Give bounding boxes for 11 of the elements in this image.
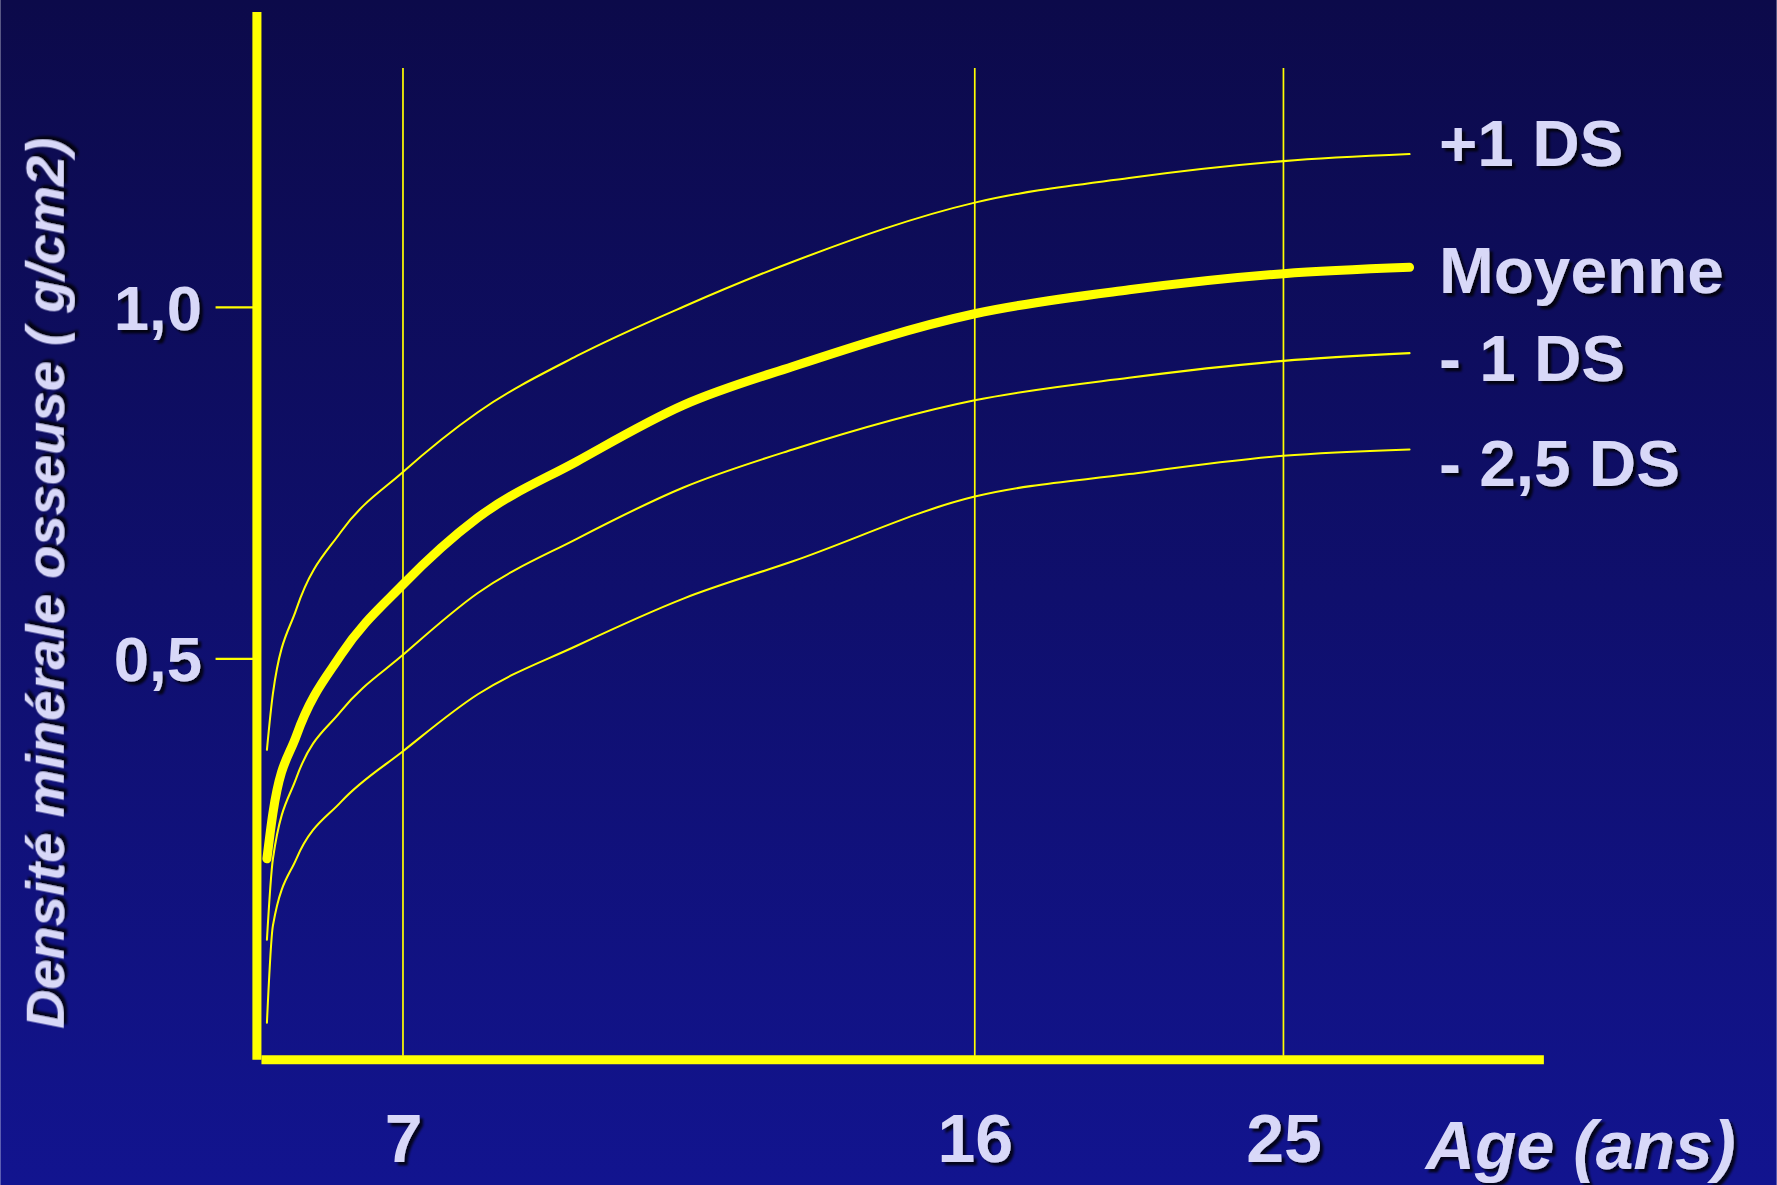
- y-tick-label: 0,5: [113, 624, 202, 695]
- x-tick-label: 7: [384, 1099, 423, 1176]
- y-axis-title: Densité minérale osseuse ( g/cm2): [14, 137, 76, 1030]
- series-label: +1 DS: [1439, 106, 1624, 180]
- x-axis-title: Age (ans): [1423, 1107, 1736, 1184]
- series-label: - 2,5 DS: [1439, 427, 1680, 501]
- series-label: Moyenne: [1439, 233, 1724, 307]
- x-tick-label: 25: [1246, 1099, 1322, 1176]
- series-label: - 1 DS: [1439, 321, 1626, 395]
- x-tick-label: 16: [937, 1099, 1014, 1176]
- y-tick-label: 1,0: [113, 272, 202, 343]
